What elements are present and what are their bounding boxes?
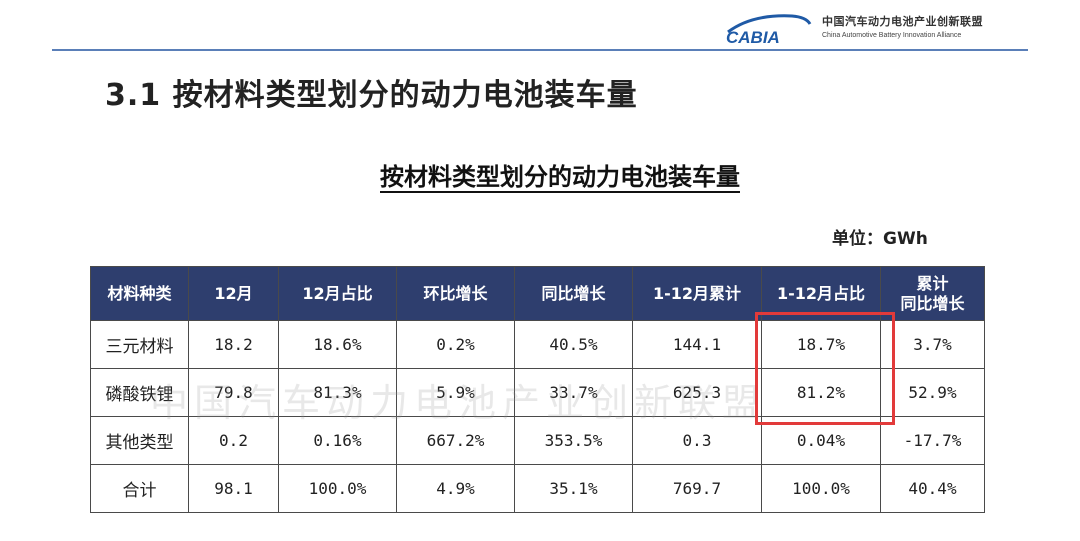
- table-cell: 其他类型: [90, 416, 189, 465]
- table-cell: 合计: [90, 464, 189, 513]
- logo-chinese-name: 中国汽车动力电池产业创新联盟: [822, 15, 983, 28]
- table-cell: 100.0%: [278, 464, 397, 513]
- table-cell: 0.04%: [761, 416, 881, 465]
- table-cell: 81.3%: [278, 368, 397, 417]
- table-cell: 625.3: [632, 368, 762, 417]
- table-row: 其他类型 0.2 0.16% 667.2% 353.5% 0.3 0.04% -…: [90, 416, 985, 465]
- table-row: 三元材料 18.2 18.6% 0.2% 40.5% 144.1 18.7% 3…: [90, 320, 985, 369]
- table-cell: 18.6%: [278, 320, 397, 369]
- column-header: 12月: [188, 266, 279, 321]
- column-header: 1-12月占比: [761, 266, 881, 321]
- battery-material-table: 材料种类 12月 12月占比 环比增长 同比增长 1-12月累计 1-12月占比…: [90, 266, 985, 513]
- column-header: 同比增长: [514, 266, 633, 321]
- cabia-logo-icon: CABIA: [726, 14, 812, 46]
- table-cell: 40.5%: [514, 320, 633, 369]
- logo-english-name: China Automotive Battery Innovation Alli…: [822, 32, 962, 39]
- logo-wordmark: CABIA: [726, 28, 780, 46]
- column-header: 12月占比: [278, 266, 397, 321]
- table-cell: 三元材料: [90, 320, 189, 369]
- table-cell: 3.7%: [880, 320, 985, 369]
- table-cell: 5.9%: [396, 368, 515, 417]
- table-cell: 144.1: [632, 320, 762, 369]
- table-title-text: 按材料类型划分的动力电池装车量: [380, 163, 740, 191]
- table-cell: 769.7: [632, 464, 762, 513]
- table-cell: 磷酸铁锂: [90, 368, 189, 417]
- table-cell: 667.2%: [396, 416, 515, 465]
- table-cell: -17.7%: [880, 416, 985, 465]
- table-cell: 81.2%: [761, 368, 881, 417]
- table-cell: 0.3: [632, 416, 762, 465]
- table-cell: 35.1%: [514, 464, 633, 513]
- table-cell: 40.4%: [880, 464, 985, 513]
- unit-label: 单位：GWh: [832, 229, 928, 249]
- table-header-row: 材料种类 12月 12月占比 环比增长 同比增长 1-12月累计 1-12月占比…: [90, 266, 985, 321]
- table-cell: 0.16%: [278, 416, 397, 465]
- table-cell: 4.9%: [396, 464, 515, 513]
- table-cell: 98.1: [188, 464, 279, 513]
- table-cell: 33.7%: [514, 368, 633, 417]
- table-title: 按材料类型划分的动力电池装车量: [0, 157, 1080, 192]
- cabia-logo: CABIA 中国汽车动力电池产业创新联盟 China Automotive Ba…: [722, 12, 983, 46]
- table-row-total: 合计 98.1 100.0% 4.9% 35.1% 769.7 100.0% 4…: [90, 464, 985, 513]
- column-header: 环比增长: [396, 266, 515, 321]
- column-header: 累计 同比增长: [880, 266, 985, 321]
- table-cell: 79.8: [188, 368, 279, 417]
- table-cell: 100.0%: [761, 464, 881, 513]
- column-header: 1-12月累计: [632, 266, 762, 321]
- table-row: 磷酸铁锂 79.8 81.3% 5.9% 33.7% 625.3 81.2% 5…: [90, 368, 985, 417]
- table-cell: 52.9%: [880, 368, 985, 417]
- table-cell: 18.2: [188, 320, 279, 369]
- header-divider: [52, 49, 1028, 51]
- table-cell: 0.2: [188, 416, 279, 465]
- section-heading: 3.1 按材料类型划分的动力电池装车量: [105, 78, 638, 113]
- table-cell: 353.5%: [514, 416, 633, 465]
- table-cell: 0.2%: [396, 320, 515, 369]
- column-header: 材料种类: [90, 266, 189, 321]
- table-cell: 18.7%: [761, 320, 881, 369]
